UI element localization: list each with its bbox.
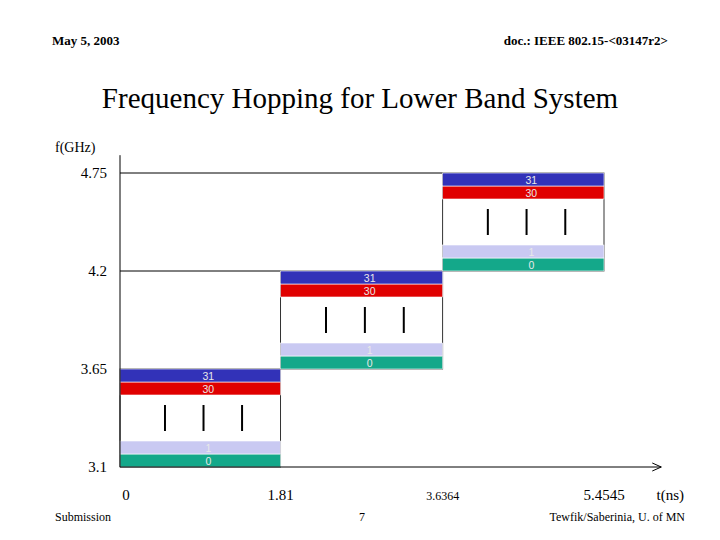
subband-label: 0	[205, 455, 211, 467]
slide-canvas: May 5, 2003 doc.: IEEE 802.15-<03147r2> Fr…	[0, 0, 720, 540]
y-label: f(GHz)	[55, 140, 96, 156]
subband-label: 31	[364, 272, 376, 284]
hops	[120, 173, 604, 467]
x-arrow	[652, 463, 661, 471]
subband-label: 1	[367, 344, 373, 356]
header-date: May 5, 2003	[52, 33, 120, 48]
subband-label: 1	[205, 442, 211, 454]
header-doc: doc.: IEEE 802.15-<03147r2>	[504, 33, 668, 48]
subband-strip	[443, 186, 604, 199]
subband-label: 0	[367, 357, 373, 369]
subband-strip	[443, 258, 604, 271]
footer-left: Submission	[55, 510, 111, 524]
y-tick-label: 4.75	[81, 165, 107, 181]
subband-strip	[281, 343, 443, 356]
y-guide	[120, 173, 443, 174]
title: Frequency Hopping for Lower Band System	[102, 82, 619, 114]
x-tick-label: 3.6364	[426, 489, 459, 503]
subband-strip	[443, 245, 604, 258]
ellipsis-line	[526, 209, 528, 235]
x-axis	[120, 467, 661, 468]
x-tick-label: 0	[122, 487, 130, 503]
ellipsis-line	[241, 405, 243, 431]
ellipsis-line	[364, 307, 366, 333]
x-tick-label: 1.81	[267, 487, 293, 503]
ellipsis-line	[564, 209, 566, 235]
x-label: t(ns)	[657, 487, 685, 504]
subband-strip	[120, 441, 281, 454]
y-tick-label: 4.2	[88, 263, 107, 279]
ellipsis-line	[403, 307, 405, 333]
subband-label: 30	[525, 187, 537, 199]
subband-label: 1	[528, 246, 534, 258]
subband-strip	[443, 173, 604, 186]
hop-band	[120, 369, 281, 467]
footer-right: Tewfik/Saberinia, U. of MN	[550, 510, 686, 524]
subband-label: 31	[202, 370, 214, 382]
subband-strip	[281, 356, 443, 369]
y-guide	[120, 271, 281, 272]
subband-label: 0	[528, 259, 534, 271]
hop	[281, 271, 443, 369]
subband-strip	[281, 271, 443, 284]
hop	[443, 173, 604, 271]
hop-band	[443, 173, 604, 271]
subband-label: 30	[364, 285, 376, 297]
subband-strip	[120, 454, 281, 467]
y-tick-label: 3.1	[88, 459, 107, 475]
subband-strip	[120, 382, 281, 395]
hop-band	[281, 271, 443, 369]
ellipsis-line	[325, 307, 327, 333]
subband-strip	[120, 369, 281, 382]
subband-label: 30	[202, 383, 214, 395]
subband-strip	[281, 284, 443, 297]
y-axis	[120, 155, 121, 467]
ellipsis-line	[487, 209, 489, 235]
ellipsis-line	[203, 405, 205, 431]
hop	[120, 369, 281, 467]
x-tick-label: 5.4545	[583, 487, 624, 503]
footer-page: 7	[359, 510, 365, 524]
subband-label: 31	[525, 174, 537, 186]
ellipsis-line	[164, 405, 166, 431]
slide: May 5, 2003 doc.: IEEE 802.15-<03147r2> Fr…	[0, 0, 720, 540]
y-tick-label: 3.65	[81, 361, 107, 377]
